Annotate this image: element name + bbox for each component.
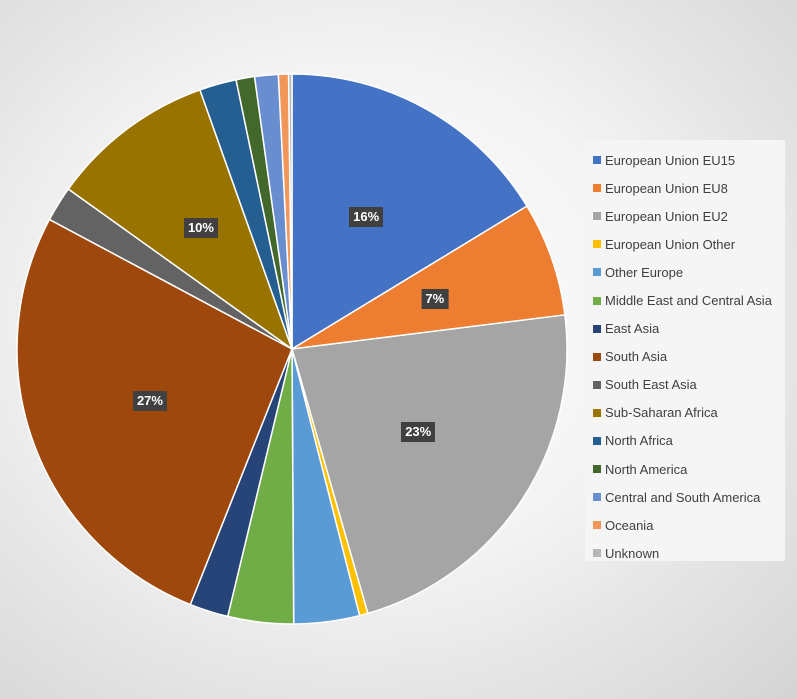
legend-label: European Union Other — [605, 236, 736, 252]
data-label-0: 16% — [349, 207, 384, 228]
legend-swatch — [593, 549, 601, 558]
legend-swatch — [593, 184, 601, 193]
legend-label: Other Europe — [605, 264, 684, 280]
legend-label: Unknown — [605, 545, 660, 561]
legend-item: European Union EU15 — [593, 146, 785, 174]
legend-label: East Asia — [605, 321, 660, 337]
legend-swatch — [593, 156, 601, 165]
legend-label: Sub-Saharan Africa — [605, 405, 718, 421]
legend-swatch — [593, 493, 601, 502]
legend-swatch — [593, 380, 601, 389]
legend-label: European Union EU2 — [605, 208, 728, 224]
legend-label: South East Asia — [605, 377, 697, 393]
legend-item: South East Asia — [593, 371, 785, 399]
data-label-1: 7% — [421, 289, 449, 310]
legend-swatch — [593, 436, 601, 445]
legend-item: Central and South America — [593, 483, 785, 511]
pie-slice-9 — [67, 88, 294, 351]
legend-swatch — [593, 240, 601, 249]
legend-item: European Union EU2 — [593, 202, 785, 230]
legend-swatch — [593, 296, 601, 305]
legend-label: South Asia — [605, 349, 668, 365]
legend-item: Middle East and Central Asia — [593, 286, 785, 314]
data-label-9: 10% — [183, 218, 218, 239]
pie-slice-2 — [291, 314, 568, 615]
legend-item: North Africa — [593, 427, 785, 455]
pie-slice-7 — [16, 218, 293, 606]
legend-label: Central and South America — [605, 489, 761, 505]
legend-label: North America — [605, 461, 688, 477]
pie-slice-0 — [291, 73, 529, 351]
legend-swatch — [593, 521, 601, 530]
legend-label: European Union EU8 — [605, 180, 728, 196]
legend-item: North America — [593, 455, 785, 483]
data-label-7: 27% — [132, 390, 167, 411]
legend-item: European Union EU8 — [593, 174, 785, 202]
pie-slice-1 — [291, 205, 566, 350]
legend-item: European Union Other — [593, 230, 785, 258]
legend: European Union EU15 European Union EU8 Eur… — [585, 140, 785, 561]
legend-item: Unknown — [593, 539, 785, 567]
legend-swatch — [593, 324, 601, 333]
legend-label: Middle East and Central Asia — [605, 293, 772, 309]
legend-item: South Asia — [593, 343, 785, 371]
legend-item: Oceania — [593, 511, 785, 539]
legend-item: Sub-Saharan Africa — [593, 399, 785, 427]
legend-swatch — [593, 352, 601, 361]
legend-item: East Asia — [593, 315, 785, 343]
legend-swatch — [593, 408, 601, 417]
legend-swatch — [593, 465, 601, 474]
legend-swatch — [593, 268, 601, 277]
legend-item: Other Europe — [593, 258, 785, 286]
legend-label: European Union EU15 — [605, 152, 736, 168]
legend-swatch — [593, 212, 601, 221]
legend-label: North Africa — [605, 433, 673, 449]
pie-slice-14 — [287, 73, 293, 350]
legend-label: Oceania — [605, 517, 654, 533]
data-label-2: 23% — [401, 422, 436, 443]
